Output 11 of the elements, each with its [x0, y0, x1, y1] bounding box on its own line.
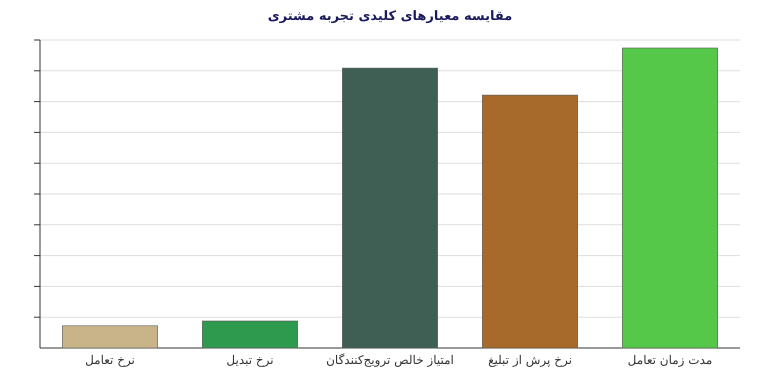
x-tick-label: امتیاز خالص ترویج‌کنندگان [326, 353, 454, 367]
bar [62, 326, 158, 348]
bar [342, 68, 438, 348]
x-tick-label: مدت زمان تعامل [628, 353, 712, 367]
x-tick-label: نرخ تبدیل [226, 353, 274, 367]
x-tick-label: نرخ تعامل [85, 353, 135, 367]
bar [482, 94, 578, 348]
chart-title: مقایسه معیارهای کلیدی تجربه مشتری [268, 9, 512, 24]
bar [622, 48, 718, 348]
x-tick-label: نرخ پرش از تبلیغ [488, 353, 572, 367]
bar [202, 320, 298, 348]
